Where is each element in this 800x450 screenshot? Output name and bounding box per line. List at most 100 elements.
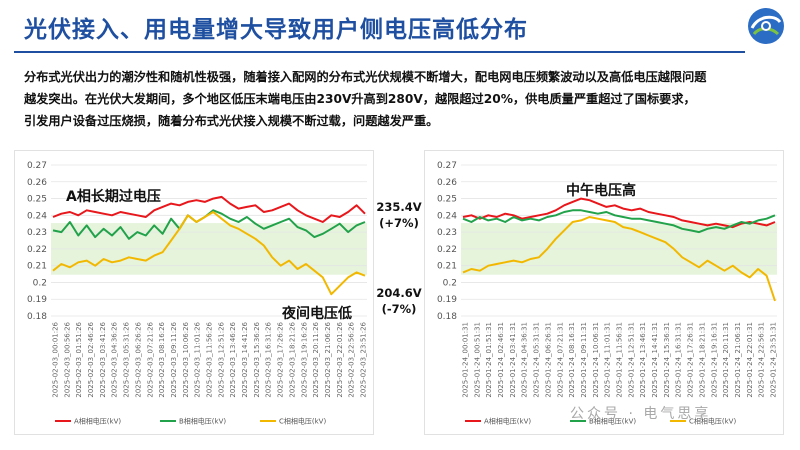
page-title: 光伏接入、用电量增大导致用户侧电压高低分布 (24, 17, 528, 43)
x-tick-label: 2025-02-03_04:36:26 (111, 321, 119, 397)
chart-panel-right: 0.27 0.26 0.25 0.24 0.23 0.22 0.21 0.2 0.19 0.18 2… (424, 150, 784, 435)
series-line-c (52, 211, 366, 296)
logo-icon (748, 8, 784, 44)
legend-label: A相相电压(kV) (484, 417, 531, 426)
series-line-a (52, 195, 366, 223)
x-tick-label: 2025-01-24_06:26:31 (544, 322, 552, 398)
y-tick-label: 0.19 (27, 295, 47, 305)
x-tick-label: 2025-02-03_22:56:26 (348, 321, 356, 397)
x-tick-label: 2025-02-03_16:31:26 (265, 321, 273, 397)
x-tick-label: 2025-02-03_21:06:26 (324, 321, 332, 397)
x-tick-label: 2025-02-03_02:46:26 (87, 321, 95, 397)
x-tick-label: 2025-01-24_13:46:31 (639, 322, 647, 398)
y-tick-label: 0.26 (437, 178, 457, 188)
y-tick-label: 0.2 (33, 278, 47, 288)
chart-panel-left: 0.27 0.26 0.25 0.24 0.23 0.22 0.21 0.2 0.19 0.18 2… (14, 150, 374, 435)
x-tick-label: 2025-02-03_06:26:26 (134, 321, 142, 397)
x-tick-label: 2025-01-24_16:31:31 (675, 322, 683, 398)
lower-limit-value: 204.6V (376, 286, 422, 300)
series-line-b (462, 209, 776, 234)
annotation-night-low: 夜间电压低 (282, 306, 352, 322)
y-tick-label: 0.19 (437, 295, 457, 305)
x-tick-label: 2025-01-24_20:11:31 (722, 322, 730, 398)
x-tick-label: 2025-01-24_15:36:31 (663, 322, 671, 398)
x-tick-label: 2025-02-03_22:01:26 (336, 321, 344, 397)
y-tick-label: 0.23 (437, 228, 457, 238)
x-tick-label: 2025-01-24_17:26:31 (687, 322, 695, 398)
x-tick-label: 2025-02-03_09:11:26 (170, 321, 178, 397)
y-tick-label: 0.18 (27, 312, 47, 322)
y-tick-label: 0.25 (27, 195, 47, 205)
x-tick-label: 2025-02-03_19:16:26 (300, 321, 308, 397)
x-tick-label: 2025-01-24_11:01:31 (604, 322, 612, 398)
y-tick-label: 0.21 (437, 262, 457, 272)
x-tick-label: 2025-01-24_05:31:31 (533, 322, 541, 398)
x-tick-label: 2025-01-24_14:41:31 (651, 322, 659, 398)
x-tick-label: 2025-02-03_14:41:26 (241, 321, 249, 397)
annotation-noon-high: 中午电压高 (566, 183, 636, 199)
x-tick-label: 2025-01-24_22:01:31 (746, 322, 754, 398)
x-tick-label: 2025-01-24_00:51:31 (473, 322, 481, 398)
y-tick-label: 0.27 (437, 161, 457, 171)
x-tick-label: 2025-01-24_03:41:31 (509, 322, 517, 398)
legend-label: B相相电压(kV) (179, 417, 226, 426)
voltage-chart-right: 0.27 0.26 0.25 0.24 0.23 0.22 0.21 0.2 0.19 0.18 2… (437, 161, 778, 426)
x-tick-label: 2025-02-03_12:51:26 (217, 321, 225, 397)
legend-label: A相相电压(kV) (74, 417, 121, 426)
x-tick-label: 2025-02-03_17:26:26 (277, 321, 285, 397)
upper-limit-label: 235.4V (+7%) (376, 199, 422, 231)
x-tick-label: 2025-02-03_20:11:26 (312, 321, 320, 397)
y-tick-label: 0.23 (27, 228, 47, 238)
description-line: 分布式光伏出力的潮汐性和随机性极强，随着接入配网的分布式光伏规模不断增大，配电网… (24, 70, 707, 84)
y-tick-label: 0.24 (27, 211, 47, 221)
y-tick-label: 0.22 (27, 245, 47, 255)
description: 分布式光伏出力的潮汐性和随机性极强，随着接入配网的分布式光伏规模不断增大，配电网… (24, 66, 779, 132)
y-tick-label: 0.27 (27, 161, 47, 171)
x-tick-label: 2025-01-24_02:46:31 (497, 322, 505, 398)
y-tick-label: 0.18 (437, 312, 457, 322)
x-tick-label: 2025-01-24_21:06:31 (734, 322, 742, 398)
title-divider (14, 51, 745, 53)
x-tick-label: 2025-01-24_09:11:31 (580, 322, 588, 398)
x-tick-label: 2025-01-24_12:51:31 (627, 322, 635, 398)
description-line: 越发突出。在光伏大发期间，多个地区低压末端电压由230V升高到280V，越限超过… (24, 92, 696, 106)
x-tick-label: 2025-01-24_19:16:31 (710, 322, 718, 398)
series-line-c (462, 216, 776, 302)
x-tick-label: 2025-02-03_08:16:26 (158, 321, 166, 397)
x-tick-label: 2025-02-03_01:51:26 (75, 321, 83, 397)
x-tick-label: 2025-01-24_18:21:31 (698, 322, 706, 398)
legend-label: B相相电压(kV) (589, 417, 636, 426)
legend-label: C相相电压(kV) (279, 417, 326, 426)
x-tick-label: 2025-01-24_08:16:31 (568, 322, 576, 398)
upper-limit-percent: (+7%) (379, 216, 419, 230)
x-tick-label: 2025-02-03_23:51:26 (360, 321, 368, 397)
x-tick-label: 2025-02-03_18:21:26 (288, 321, 296, 397)
x-tick-label: 2025-02-03_11:56:26 (206, 321, 214, 397)
x-tick-label: 2025-02-03_05:31:26 (123, 321, 131, 397)
x-tick-label: 2025-01-24_10:06:31 (592, 322, 600, 398)
voltage-chart-left: 0.27 0.26 0.25 0.24 0.23 0.22 0.21 0.2 0.19 0.18 2… (27, 161, 368, 426)
lower-limit-percent: (-7%) (381, 302, 417, 316)
description-line: 引发用户设备过压烧损，随着分布式光伏接入规模不断过载，问题越发严重。 (24, 114, 439, 128)
y-tick-label: 0.25 (437, 195, 457, 205)
x-tick-label: 2025-01-24_00:01:31 (462, 322, 470, 398)
upper-limit-value: 235.4V (376, 200, 422, 214)
x-tick-label: 2025-02-03_00:56:26 (63, 321, 71, 397)
y-tick-label: 0.24 (437, 211, 457, 221)
x-tick-label: 2025-02-03_15:36:26 (253, 321, 261, 397)
y-tick-label: 0.2 (443, 278, 457, 288)
x-tick-label: 2025-01-24_23:51:31 (770, 322, 778, 398)
x-tick-label: 2025-02-03_07:21:26 (146, 321, 154, 397)
annotation-a-overvoltage: A相长期过电压 (66, 189, 161, 205)
x-tick-label: 2025-02-03_13:46:26 (229, 321, 237, 397)
watermark: 公众号 · 电气思享 (570, 406, 712, 422)
x-tick-label: 2025-02-03_10:06:26 (182, 321, 190, 397)
legend-label: C相相电压(kV) (689, 417, 736, 426)
series-line-a (462, 197, 776, 229)
x-tick-label: 2025-01-24_01:51:31 (485, 322, 493, 398)
x-tick-label: 2025-01-24_04:36:31 (521, 322, 529, 398)
x-tick-label: 2025-01-24_22:56:31 (758, 322, 766, 398)
y-tick-label: 0.26 (27, 178, 47, 188)
x-tick-label: 2025-02-03_00:01:26 (52, 321, 60, 397)
x-tick-label: 2025-02-03_03:41:26 (99, 321, 107, 397)
